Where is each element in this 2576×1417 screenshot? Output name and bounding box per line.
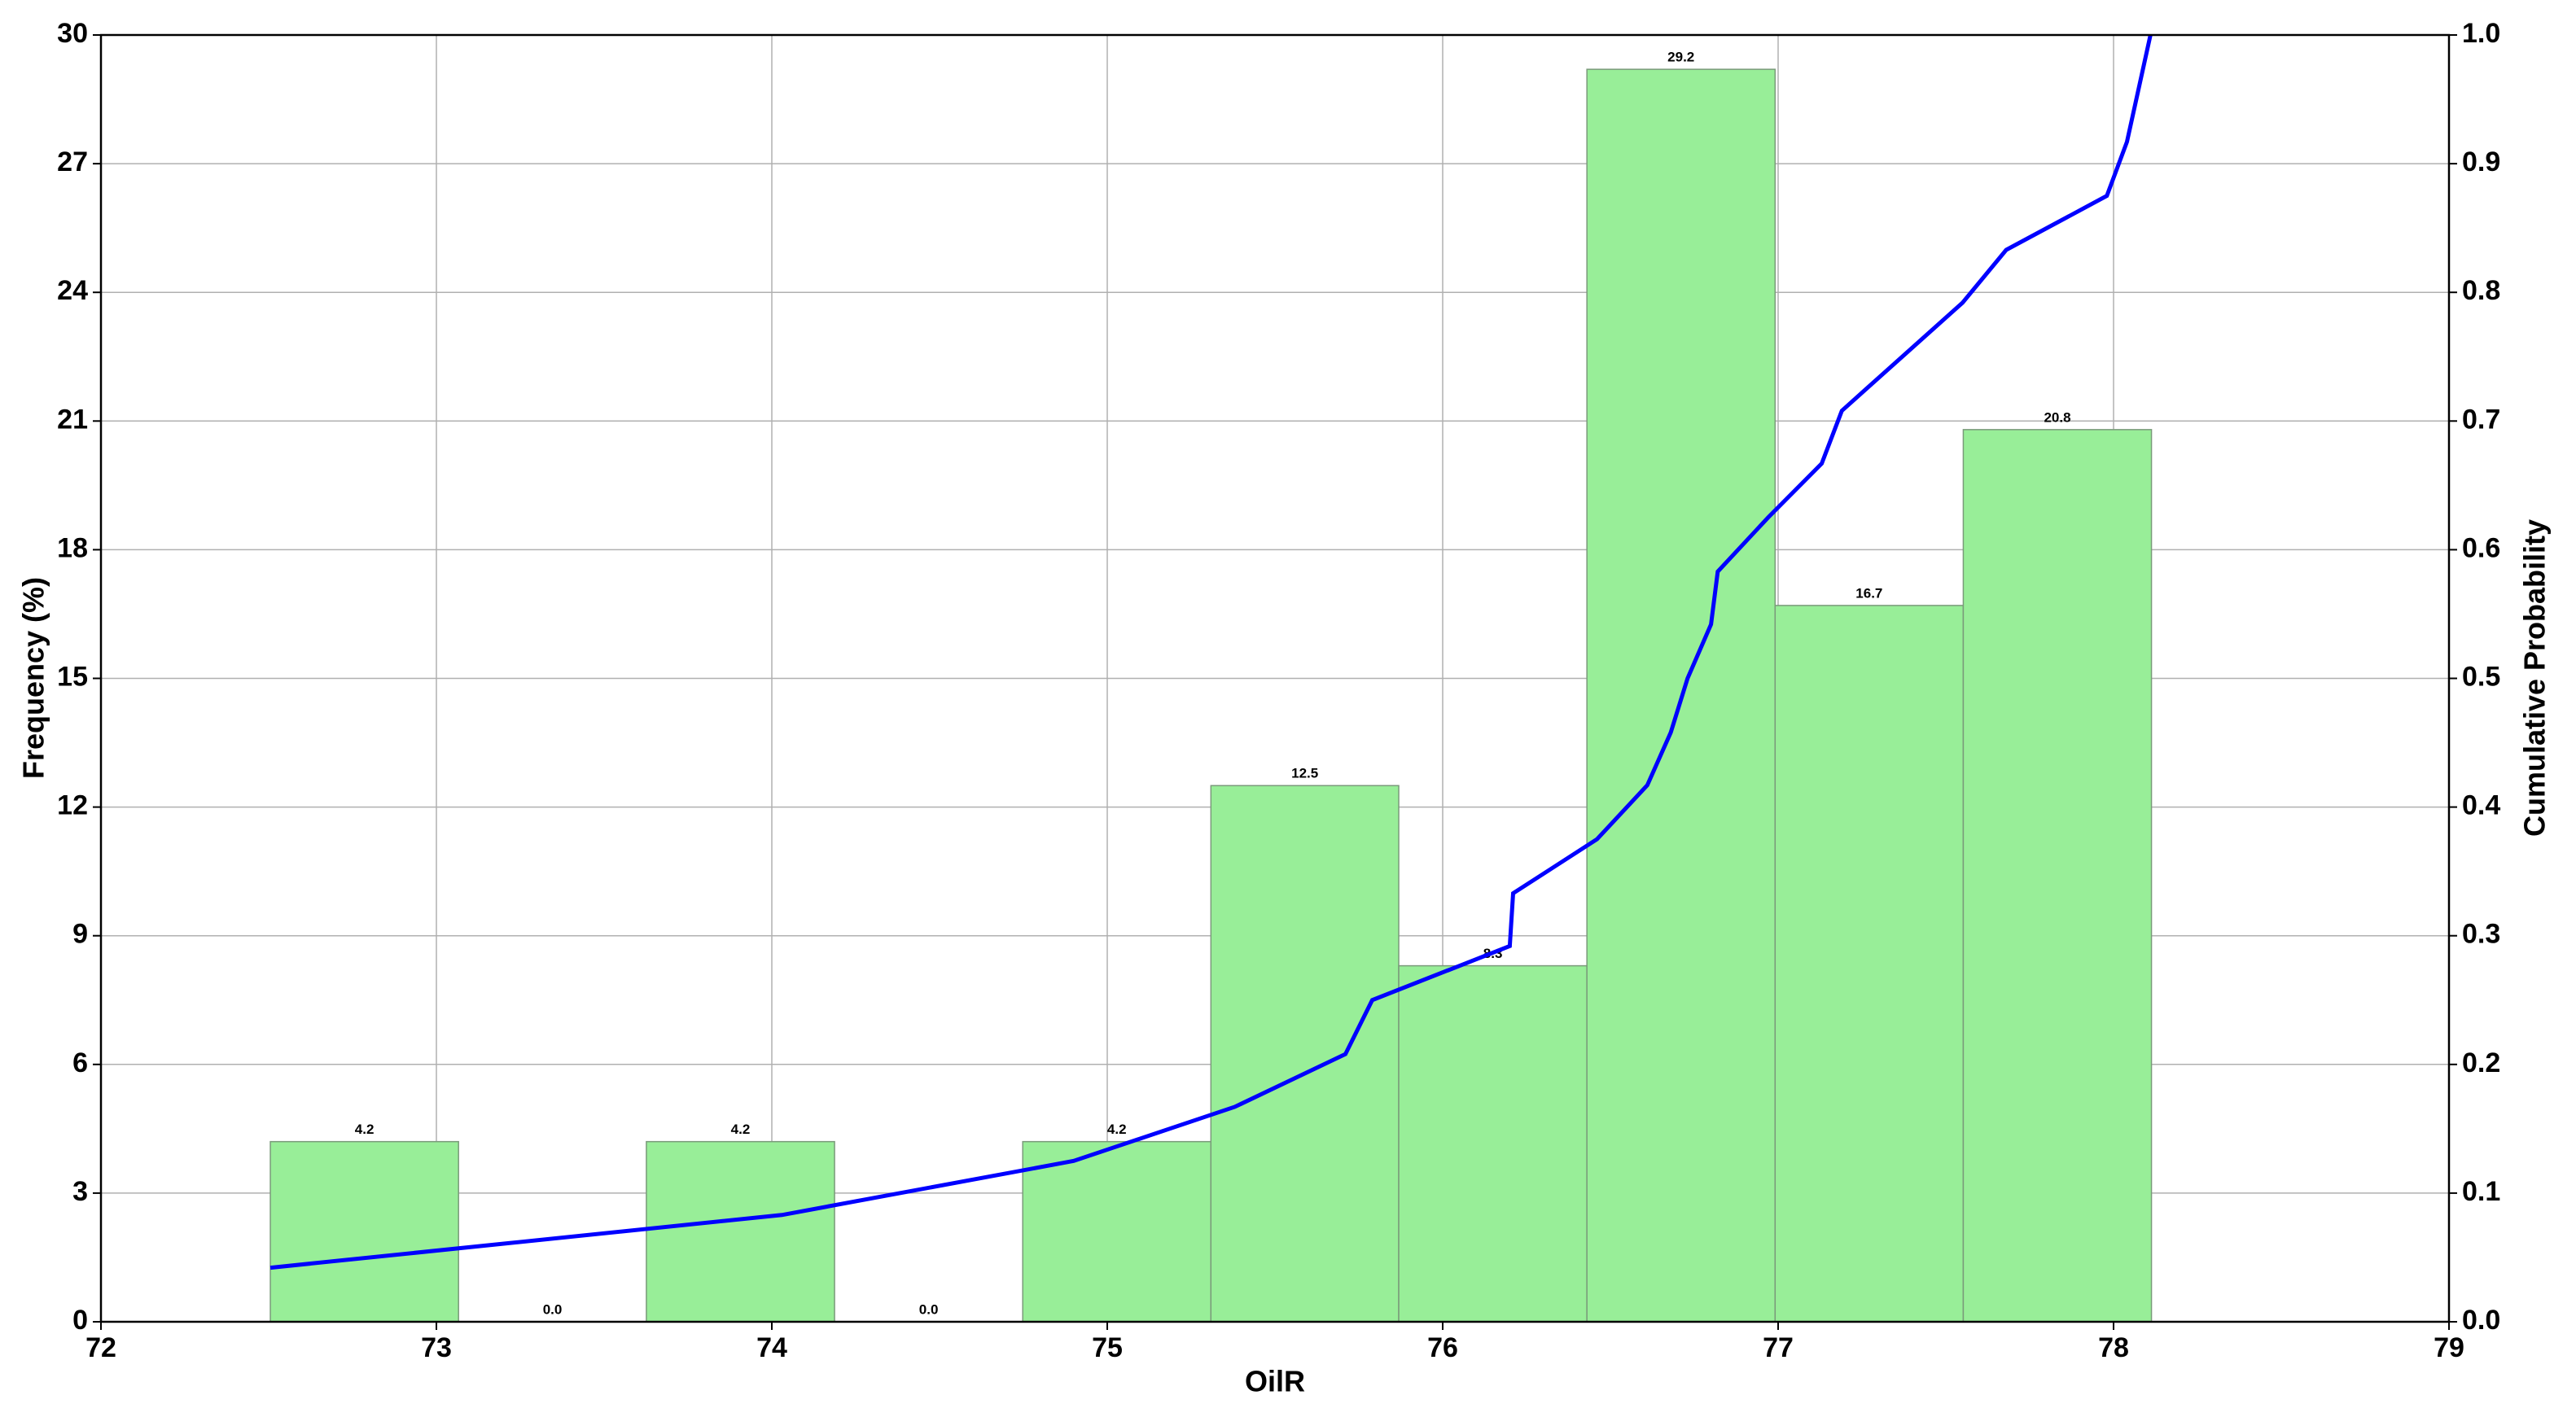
x-tick-label: 75 [1092,1332,1123,1363]
y2-tick-label: 0.5 [2462,661,2500,692]
y-tick-label: 3 [72,1176,88,1207]
cumulative-line [269,34,2153,1270]
y-tick-label: 24 [57,275,88,306]
y2-tick-label: 0.1 [2462,1176,2500,1207]
bar [1962,429,2153,1323]
y-tick-label: 6 [72,1047,88,1078]
value-label: 20.8 [2044,409,2070,425]
x-tick-label: 72 [85,1332,116,1363]
y-tick-label: 27 [57,147,88,177]
y-tick-label: 21 [57,404,88,435]
x-tick-label: 79 [2434,1332,2464,1363]
value-label: 29.2 [1667,50,1694,65]
y2-tick-label: 0.7 [2462,404,2500,435]
x-tick-label: 73 [421,1332,452,1363]
value-label: 4.2 [731,1122,751,1137]
bar [1210,785,1400,1323]
y2-tick-label: 0.6 [2462,532,2500,563]
y-axis-title: Frequency (%) [17,577,50,779]
y-tick-label: 9 [72,919,88,950]
bar [1022,1140,1212,1323]
y2-tick-label: 1.0 [2462,18,2500,49]
value-label: 0.0 [919,1301,939,1317]
x-tick-label: 77 [1763,1332,1794,1363]
y2-axis-title: Cumulative Probability [2518,519,2552,837]
bar [1398,964,1588,1323]
y2-tick-label: 0.8 [2462,275,2500,306]
y-tick-label: 18 [57,532,88,563]
plot-frame [99,33,2451,1323]
bar [269,1140,459,1323]
value-label: 4.2 [1107,1122,1127,1137]
x-tick-label: 76 [1427,1332,1458,1363]
value-label: 16.7 [1855,585,1882,601]
x-axis-title: OilR [1245,1365,1305,1398]
value-label: 0.0 [543,1301,563,1317]
y2-tick-label: 0.0 [2462,1305,2500,1336]
y2-tick-label: 0.4 [2462,790,2500,821]
x-tick-label: 78 [2098,1332,2129,1363]
y-tick-label: 15 [57,661,88,692]
y2-tick-label: 0.2 [2462,1047,2500,1078]
y-tick-label: 0 [72,1305,88,1336]
x-tick-label: 74 [756,1332,787,1363]
bar [1774,605,1965,1323]
y-tick-label: 30 [57,18,88,49]
y-tick-label: 12 [57,790,88,821]
y2-tick-label: 0.9 [2462,147,2500,177]
value-label: 4.2 [355,1122,375,1137]
y2-tick-label: 0.3 [2462,919,2500,950]
bar [646,1140,835,1323]
value-label: 12.5 [1291,766,1318,781]
